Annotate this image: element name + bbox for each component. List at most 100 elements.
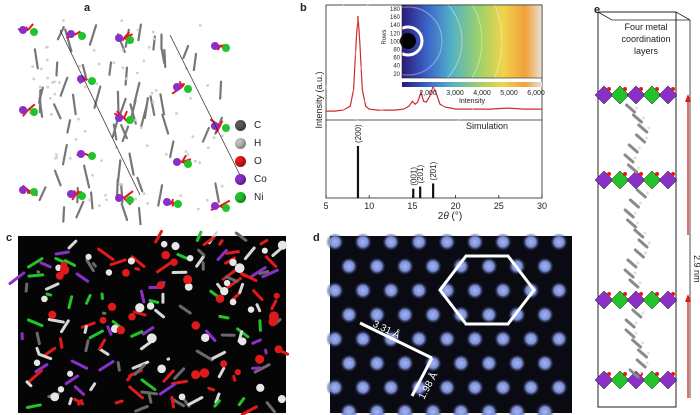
metal-oxygen-bond — [121, 37, 125, 42]
hydrogen-atom — [121, 48, 124, 52]
hydrogen-atom — [145, 144, 149, 147]
lattice-spot — [424, 257, 442, 276]
organic-linker — [627, 143, 639, 154]
bond-stick — [148, 299, 160, 304]
lattice-spot — [466, 281, 484, 300]
bond-stick — [253, 363, 271, 374]
linker-bond — [137, 23, 143, 42]
lattice-spot — [326, 281, 344, 300]
bond-stick — [37, 352, 53, 361]
experimental-curve — [326, 15, 542, 112]
bond-stick — [170, 395, 176, 409]
x-tick-label: 25 — [494, 201, 504, 211]
stm-image-d: 3.31 Å 1.98 Å — [326, 233, 572, 415]
bond-stick — [158, 382, 176, 396]
metal-oxygen-bond — [219, 199, 231, 207]
hydrogen-atom — [193, 159, 197, 163]
hydrogen-atom — [100, 159, 103, 162]
hydrogen-atom — [152, 37, 156, 41]
atom-ball — [277, 240, 288, 250]
lattice-spot — [536, 305, 554, 324]
linker-bond — [75, 200, 85, 219]
hydrogen-atom — [78, 64, 81, 68]
inset-y-label: Rows — [382, 29, 388, 44]
organic-linker — [627, 163, 639, 174]
cobalt-atom — [173, 83, 181, 91]
metal-oxygen-bond — [123, 193, 130, 199]
atom-ball — [191, 321, 200, 330]
nickel-atom — [126, 116, 134, 124]
bond-stick — [271, 247, 282, 257]
x-tick-label: 15 — [407, 201, 417, 211]
lattice-spot — [452, 402, 470, 415]
lattice-spot — [396, 305, 414, 324]
carbon-dot-icon — [235, 120, 246, 131]
organic-linker — [623, 208, 635, 219]
bond-stick — [28, 369, 43, 383]
beamstop-icon — [400, 33, 416, 49]
hydrogen-atom — [48, 96, 52, 100]
bond-stick — [197, 248, 206, 257]
bond-stick — [140, 378, 157, 392]
atom-ball — [156, 281, 165, 290]
cobalt-atom — [67, 30, 75, 38]
atom-ball — [261, 247, 268, 254]
bond-stick — [44, 346, 57, 357]
hydrogen-atom — [206, 84, 210, 87]
nickel-atom — [88, 77, 96, 85]
linker-bond — [88, 24, 98, 46]
lattice-spot — [340, 257, 358, 276]
bond-stick — [178, 304, 192, 315]
linker-bond — [120, 202, 129, 221]
organic-linker — [628, 368, 640, 379]
lattice-spot — [382, 233, 400, 251]
panel-label-d: d — [313, 232, 320, 244]
nickel-dot-icon — [235, 192, 246, 203]
metal-oxygen-bond — [219, 120, 224, 127]
lattice-spot — [326, 378, 344, 397]
organic-linker — [635, 133, 647, 144]
bond-stick — [154, 229, 163, 244]
atom-ball — [215, 294, 225, 303]
atom-ball — [268, 317, 278, 327]
linker-bond — [64, 28, 73, 53]
atom-ball — [184, 282, 193, 291]
inset-y-tick: 180 — [390, 7, 401, 13]
hydrogen-atom — [68, 156, 72, 160]
organic-linker — [623, 268, 635, 279]
cobalt-atom — [163, 198, 171, 206]
metal-oxygen-bond — [216, 45, 221, 51]
linker-bond — [161, 113, 170, 135]
atom-ball — [146, 302, 155, 310]
metal-oxygen-bond — [215, 125, 221, 134]
hydrogen-atom — [105, 198, 108, 202]
lattice-spot — [550, 233, 568, 251]
hydrogen-atom — [39, 67, 43, 71]
hydrogen-atom — [164, 152, 168, 156]
lattice-spot — [368, 257, 386, 276]
atom-ball — [107, 302, 117, 312]
atom-ball — [273, 292, 280, 299]
organic-linker — [626, 218, 638, 229]
lattice-spot — [396, 402, 414, 415]
nickel-atom — [126, 36, 134, 44]
bond-stick — [45, 292, 53, 297]
hydrogen-atom — [154, 89, 158, 92]
lattice-spot — [550, 281, 568, 300]
lattice-spot — [522, 329, 540, 348]
linker-bond — [53, 103, 62, 120]
organic-linker — [631, 308, 643, 319]
hydrogen-atom — [175, 112, 178, 115]
hydrogen-atom — [74, 137, 78, 141]
atom-ball — [178, 393, 186, 401]
distance-line-long — [359, 321, 433, 360]
inset-x-tick: 5,000 — [500, 90, 518, 97]
lattice-spot — [340, 402, 358, 415]
cobalt-atom — [211, 42, 219, 50]
lattice-spot — [494, 329, 512, 348]
inset-y-tick: 40 — [393, 64, 400, 70]
colorbar — [402, 82, 542, 87]
atom-ball — [247, 306, 255, 313]
hydrogen-atom — [196, 207, 200, 211]
nickel-atom — [222, 124, 230, 132]
